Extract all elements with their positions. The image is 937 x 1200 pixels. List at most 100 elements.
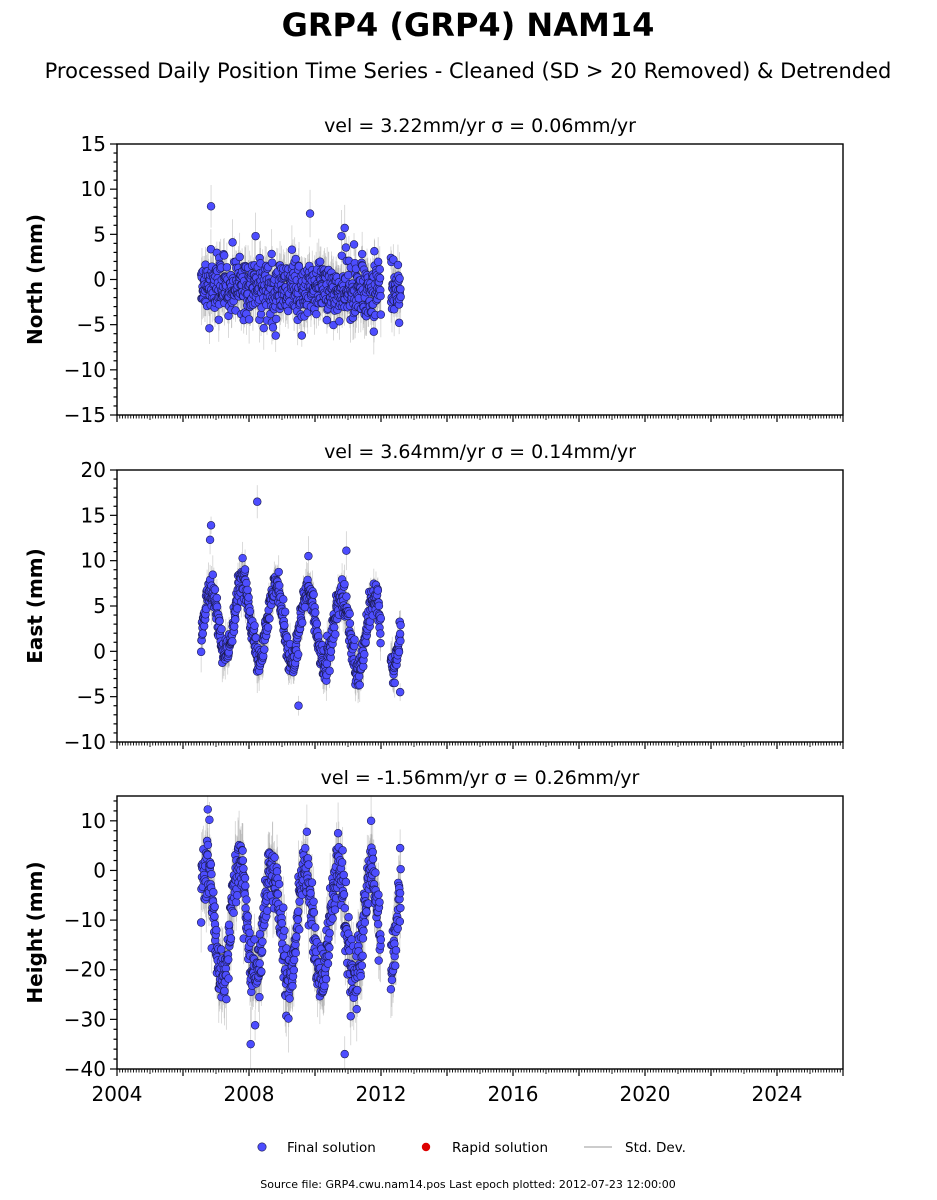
data-point [287,245,297,254]
data-point [231,898,241,907]
data-point [312,309,321,319]
plot-frame [116,469,844,743]
data-point [244,593,253,602]
data-point [309,908,319,917]
data-point [356,971,365,981]
data-point [331,630,340,639]
data-point [250,1021,260,1030]
data-point [337,251,347,260]
data-point [226,934,236,943]
y-tick-label: 20 [81,458,106,482]
y-tick-label: −10 [64,730,106,754]
data-point [374,956,383,965]
data-point [240,873,250,883]
y-tick-label: 0 [93,858,106,882]
data-point [304,860,313,869]
data-point [224,974,233,983]
data-point [271,331,280,340]
final-solution-points [196,497,405,710]
data-point [323,959,333,968]
data-point [293,915,303,924]
data-point [339,890,349,899]
data-point [337,231,346,241]
data-point [359,926,368,936]
data-point [279,903,288,912]
data-point [257,947,267,956]
data-point [335,317,344,326]
data-point [315,257,325,266]
data-point [395,888,405,898]
data-point [395,629,405,639]
data-point [307,878,317,887]
data-point [374,890,383,899]
data-point [245,928,254,938]
data-point [396,620,405,630]
data-point [205,535,215,545]
data-point [280,926,289,935]
data-point [357,249,367,259]
data-point [238,553,247,563]
data-point [309,590,318,599]
data-point [212,925,221,935]
data-point [342,592,351,601]
data-point [232,891,242,900]
data-point [232,604,242,613]
panel-height: vel = -1.56mm/yr σ = 0.26mm/yr Height (mm… [23,767,844,1106]
data-point [267,258,277,267]
data-point [328,914,337,923]
data-point [294,262,304,271]
data-point [391,961,400,970]
data-point [376,638,385,648]
data-point [337,858,347,867]
data-point [267,249,276,259]
data-point [368,847,377,857]
data-point [284,1014,293,1023]
data-point [322,315,332,325]
panel-title: vel = 3.22mm/yr σ = 0.06mm/yr [324,115,636,137]
y-axis-label: East (mm) [23,548,47,664]
data-point [358,934,368,943]
data-point [196,918,206,927]
data-point [395,274,404,283]
data-point [340,1049,349,1059]
data-point [203,840,213,850]
data-point [259,323,268,333]
data-point [373,586,383,595]
data-point [339,870,348,880]
data-point [280,607,290,617]
data-point [346,1012,355,1021]
y-tick-label: 15 [81,132,106,156]
data-point [368,854,378,864]
data-point [341,877,351,887]
data-point [390,678,399,688]
data-point [206,202,216,211]
data-point [268,323,278,332]
data-point [243,585,252,595]
data-point [273,889,283,899]
y-tick-label: −30 [64,1007,106,1031]
data-point [246,1039,255,1049]
data-point [263,623,273,632]
data-point [305,209,315,218]
y-axis-label: North (mm) [23,214,47,345]
panel-title: vel = -1.56mm/yr σ = 0.26mm/yr [321,767,640,789]
y-tick-label: −10 [64,908,106,932]
data-point [341,243,351,252]
data-point [370,247,379,256]
data-point [297,331,306,340]
data-point [325,928,334,938]
data-point [258,937,267,946]
data-point [306,889,315,898]
data-point [255,992,264,1002]
data-point [325,666,334,676]
data-point [373,919,383,929]
data-point [396,292,405,301]
data-point [304,551,313,561]
data-point [243,912,252,921]
data-point [340,223,349,233]
data-point [244,315,254,324]
data-point [376,614,386,623]
data-point [229,908,238,918]
data-point [206,521,216,530]
data-point [242,578,251,588]
